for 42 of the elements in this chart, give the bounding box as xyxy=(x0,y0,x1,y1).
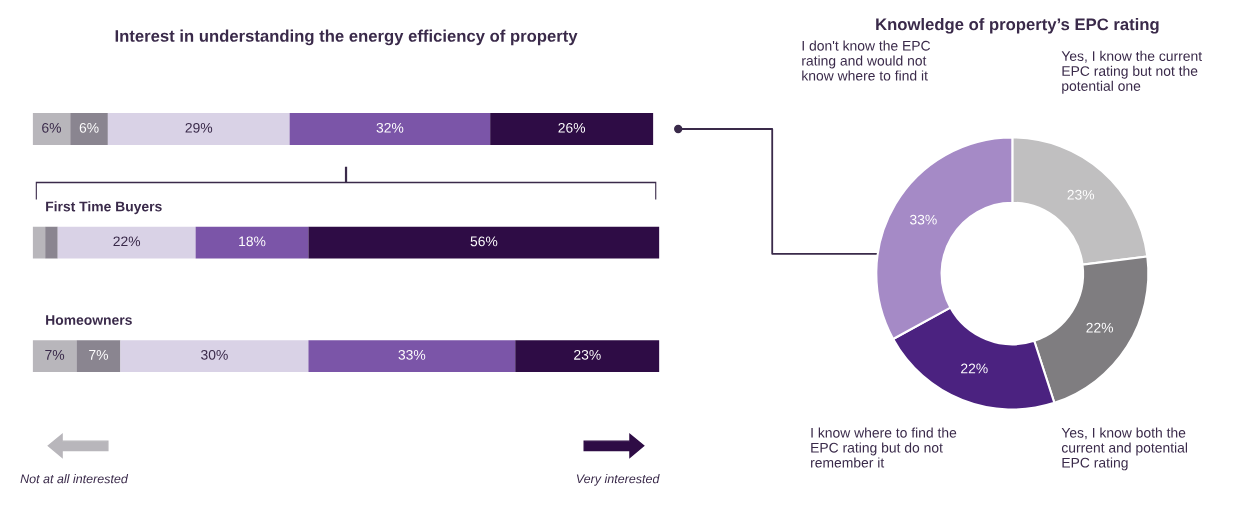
bar xyxy=(76,340,121,372)
slice-label: Yes, I know the current EPC rating but not the potential one xyxy=(1061,50,1202,94)
data-label: 22% xyxy=(961,363,988,374)
bar xyxy=(308,340,516,372)
chart-title: Knowledge of property’s EPC rating xyxy=(876,18,1159,34)
data-label: 6% xyxy=(79,122,99,133)
text: Very interested xyxy=(576,474,660,486)
y-tick-label: Homeowners xyxy=(46,315,132,325)
bar xyxy=(107,113,290,145)
data-label: 56% xyxy=(470,236,498,247)
bar xyxy=(32,113,71,145)
data-label: 30% xyxy=(201,349,228,360)
bar xyxy=(289,113,491,145)
bar xyxy=(120,340,309,372)
data-label: 7% xyxy=(89,349,109,360)
data-label: 33% xyxy=(909,214,937,225)
data-label: 18% xyxy=(239,236,266,247)
slice-label: I know where to find the EPC rating but do not remember it xyxy=(811,427,957,468)
slice-label: I don't know the EPC rating and would not know where to find it xyxy=(802,40,931,81)
data-label: 6% xyxy=(42,122,61,133)
bar xyxy=(57,226,196,259)
data-label: 23% xyxy=(574,349,601,360)
data-label: 33% xyxy=(398,349,426,360)
text: Not at all interested xyxy=(20,474,129,484)
data-label: 23% xyxy=(1067,189,1095,200)
data-label: 32% xyxy=(376,122,404,133)
bar xyxy=(32,340,77,372)
data-label: 29% xyxy=(185,122,213,133)
slice-label: Yes, I know both the current and potential EPC rating xyxy=(1061,427,1188,471)
bar xyxy=(490,113,654,145)
data-label: 26% xyxy=(558,122,586,133)
bar xyxy=(70,113,108,145)
chart-title: Interest in understanding the energy efficiency of property xyxy=(115,29,578,46)
data-label: 22% xyxy=(1086,322,1114,333)
bar xyxy=(32,226,46,259)
y-tick-label: First Time Buyers xyxy=(46,201,162,215)
bar xyxy=(515,340,660,372)
bar xyxy=(45,226,58,259)
bar xyxy=(195,226,309,259)
data-label: 7% xyxy=(45,349,65,360)
bar xyxy=(308,226,660,259)
data-label: 22% xyxy=(113,236,141,247)
